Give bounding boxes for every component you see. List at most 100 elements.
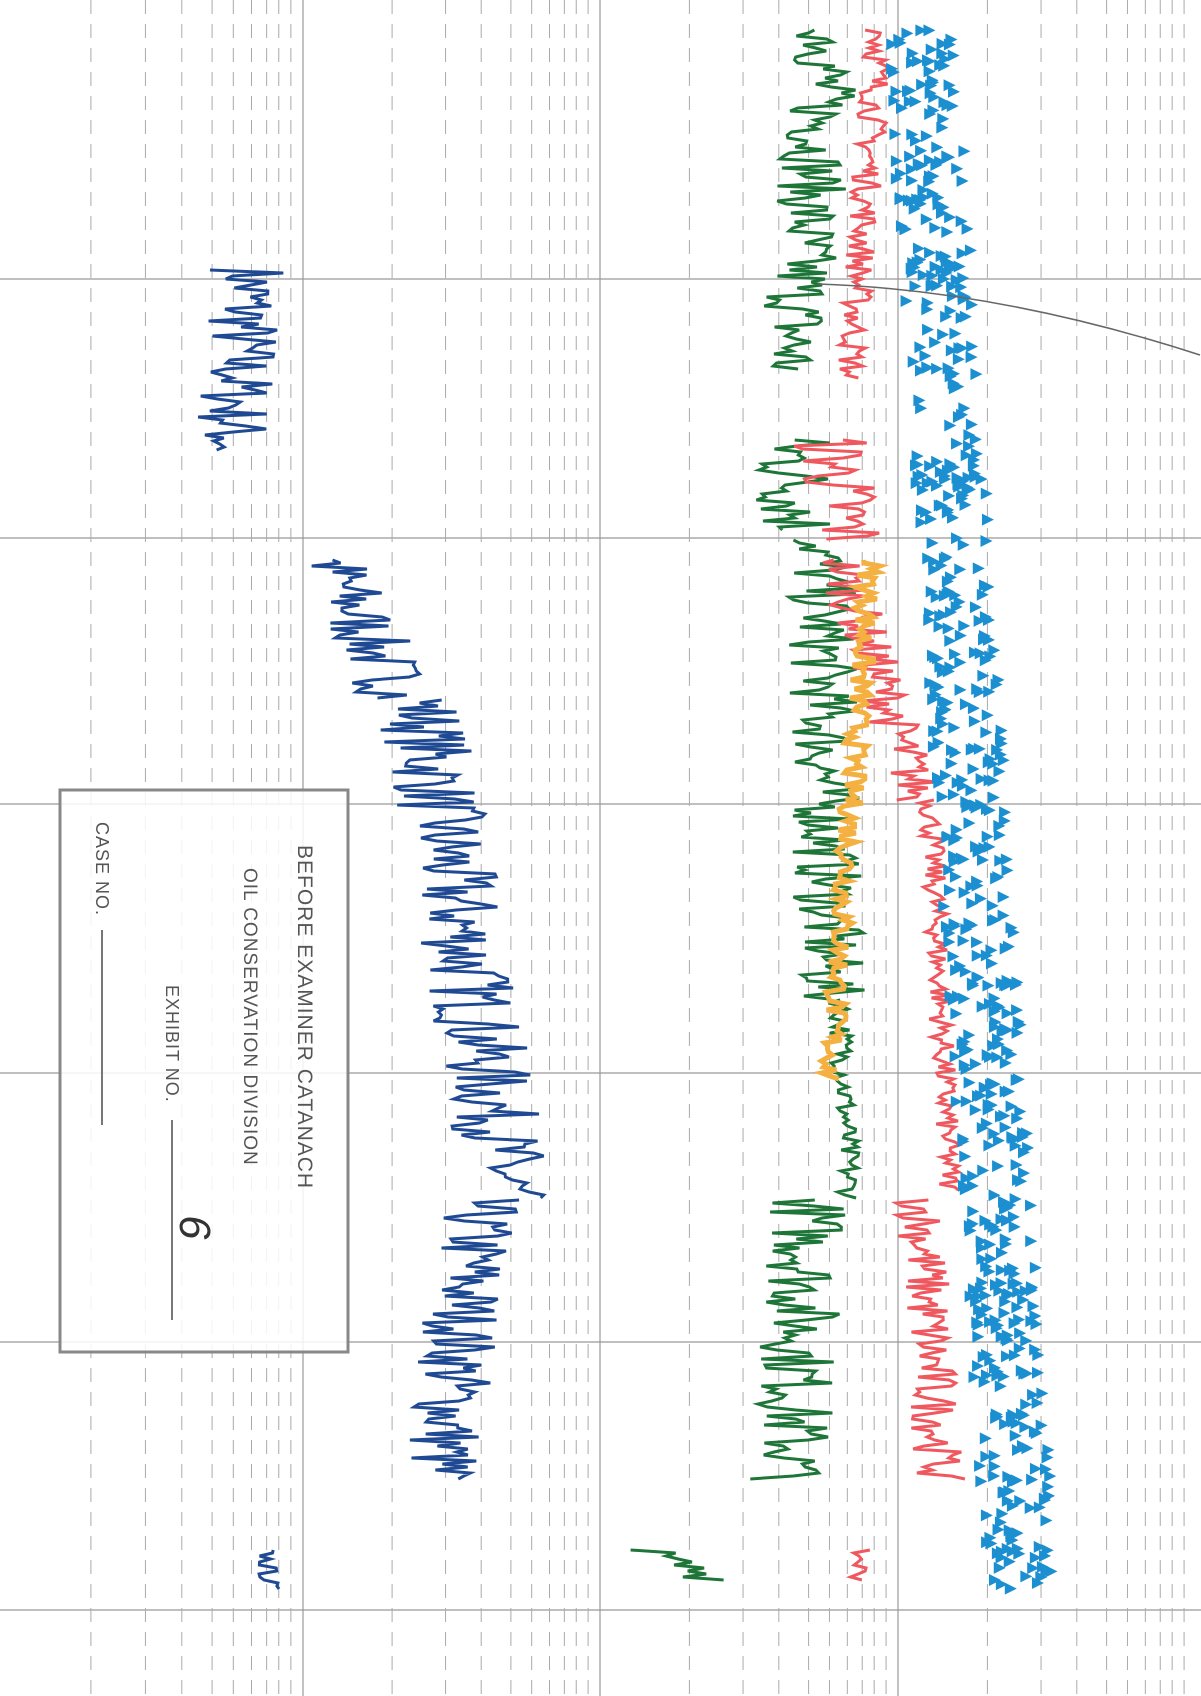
triangle-marker (930, 591, 943, 604)
triangle-marker (960, 1095, 973, 1108)
triangle-marker (889, 128, 902, 141)
triangle-marker (900, 294, 913, 307)
triangle-marker (901, 27, 914, 40)
triangle-marker (999, 806, 1012, 819)
triangle-marker (998, 1109, 1011, 1122)
triangle-marker (958, 619, 971, 632)
triangle-marker (989, 1016, 1002, 1029)
triangle-marker (992, 1160, 1005, 1173)
triangle-marker (979, 1432, 992, 1445)
triangle-marker (973, 614, 986, 627)
production-curve (845, 1548, 871, 1582)
triangle-marker (1035, 1571, 1048, 1584)
triangle-marker (972, 971, 985, 984)
triangle-marker (1017, 1293, 1030, 1306)
triangle-marker (967, 1205, 980, 1218)
triangle-marker (1003, 1484, 1016, 1497)
triangle-marker (950, 273, 963, 286)
production-curve (793, 438, 880, 541)
triangle-marker (1019, 1421, 1032, 1434)
triangle-marker (985, 957, 998, 970)
triangle-marker (981, 709, 994, 722)
triangle-marker (923, 24, 936, 37)
triangle-marker (979, 1289, 992, 1302)
triangle-marker (998, 1307, 1011, 1320)
triangle-marker (983, 1265, 996, 1278)
triangle-marker (937, 112, 950, 125)
triangle-marker (954, 563, 967, 576)
triangle-marker (916, 159, 929, 172)
triangle-marker (916, 484, 929, 497)
triangle-marker (968, 715, 981, 728)
triangle-marker (996, 1507, 1009, 1520)
triangle-marker (975, 473, 988, 486)
triangle-marker (983, 997, 996, 1010)
triangle-marker (999, 978, 1012, 991)
triangle-marker (1042, 1480, 1055, 1493)
triangle-marker (941, 696, 954, 709)
triangle-marker (939, 52, 952, 65)
triangle-marker (1045, 1565, 1058, 1578)
triangle-marker (975, 1235, 988, 1248)
triangle-marker (967, 1283, 980, 1296)
triangle-marker (912, 242, 925, 255)
triangle-marker (929, 260, 942, 273)
triangle-marker (958, 402, 971, 415)
triangle-marker (949, 648, 962, 661)
triangle-marker (953, 595, 966, 608)
triangle-marker (983, 1050, 996, 1063)
triangle-marker (941, 99, 954, 112)
triangle-marker (957, 1133, 970, 1146)
triangle-marker (923, 614, 936, 627)
triangle-marker (995, 724, 1008, 737)
triangle-marker (992, 1523, 1005, 1536)
triangle-marker (930, 159, 943, 172)
triangle-marker (907, 355, 920, 368)
triangle-marker (957, 272, 970, 285)
triangle-marker (957, 538, 970, 551)
triangle-marker (940, 310, 953, 323)
triangle-marker (1011, 1277, 1024, 1290)
triangle-marker (957, 934, 970, 947)
triangle-marker (967, 459, 980, 472)
triangle-marker (982, 979, 995, 992)
triangle-marker (1029, 1462, 1042, 1475)
triangle-marker (974, 1459, 987, 1472)
triangle-marker (990, 1278, 1003, 1291)
triangle-marker (978, 1081, 991, 1094)
triangle-marker (934, 59, 947, 72)
triangle-marker (985, 1252, 998, 1265)
triangle-marker (969, 601, 982, 614)
triangle-marker (916, 78, 929, 91)
production-curve (380, 698, 547, 1200)
triangle-marker (934, 465, 947, 478)
triangle-marker (1036, 1560, 1049, 1573)
triangle-marker (998, 814, 1011, 827)
stamp-line1: BEFORE EXAMINER CATANACH (293, 845, 316, 1189)
production-curve (763, 28, 856, 371)
triangle-marker (943, 489, 956, 502)
triangle-marker (936, 790, 949, 803)
triangle-marker (1035, 1419, 1048, 1432)
triangle-marker (1021, 1367, 1034, 1380)
triangle-marker (952, 411, 965, 424)
triangle-marker (915, 516, 928, 529)
triangle-marker (906, 128, 919, 141)
triangle-marker (997, 891, 1010, 904)
triangle-marker (1009, 1139, 1022, 1152)
triangle-marker (965, 784, 978, 797)
triangle-marker (987, 1220, 1000, 1233)
triangle-marker (908, 202, 921, 215)
triangle-marker (939, 703, 952, 716)
triangle-marker (972, 845, 985, 858)
production-curve (890, 1198, 966, 1481)
triangle-marker (890, 85, 903, 98)
triangle-marker (946, 511, 959, 524)
triangle-marker (920, 130, 933, 143)
triangle-marker (963, 440, 976, 453)
triangle-marker (919, 349, 932, 362)
triangle-marker (995, 1545, 1008, 1558)
triangle-marker (988, 1189, 1001, 1202)
triangle-marker (1011, 1026, 1024, 1039)
